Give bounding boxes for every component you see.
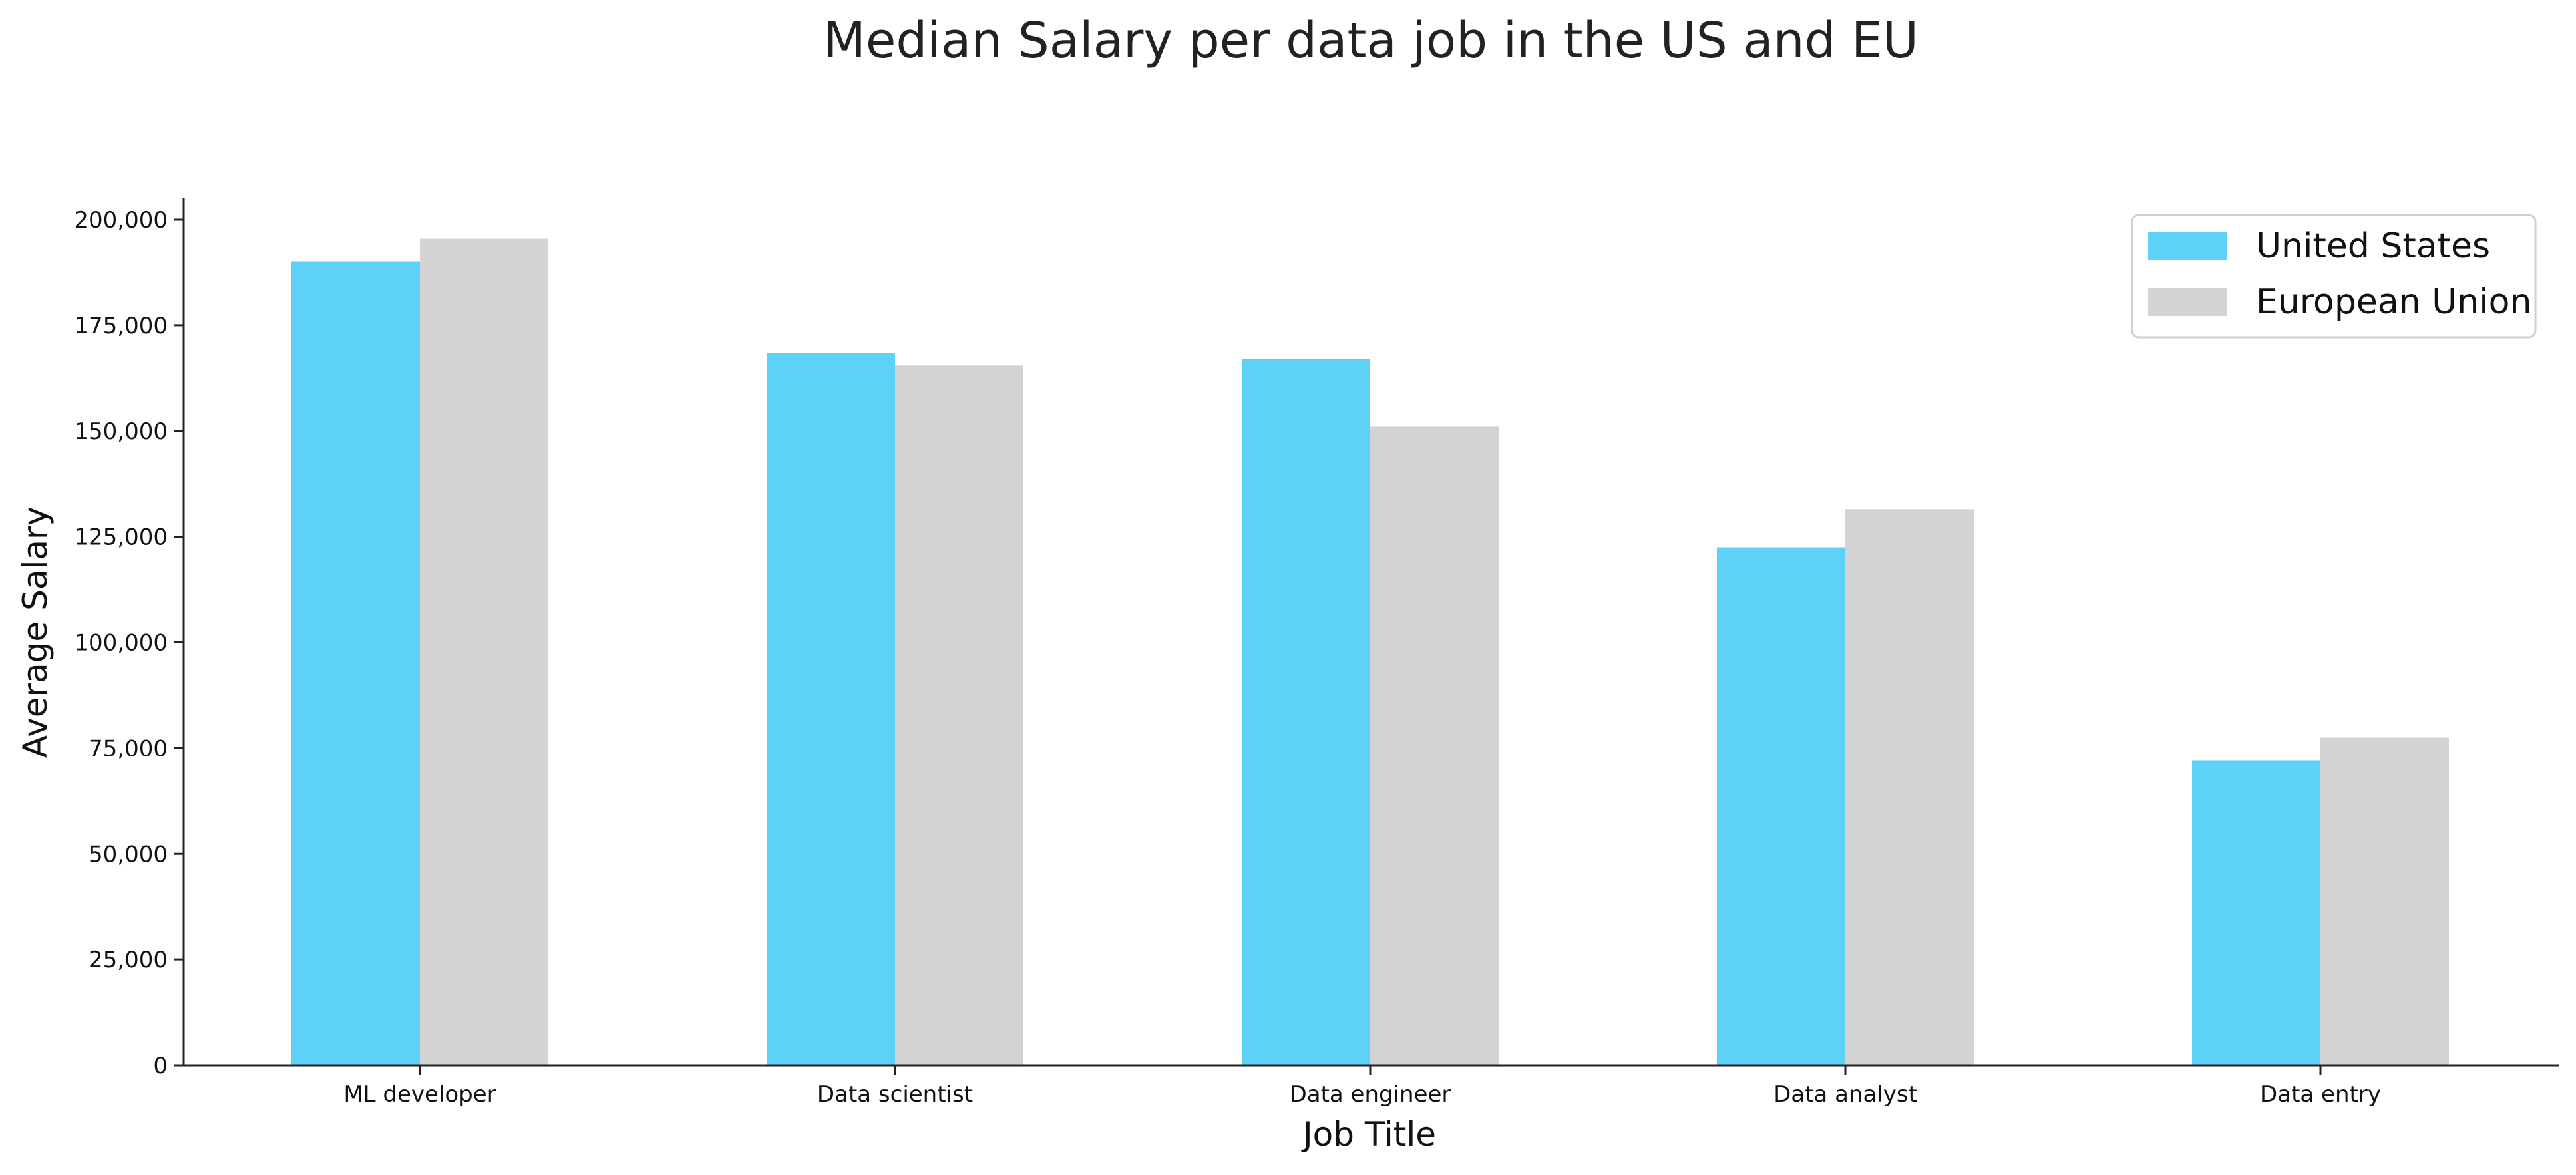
x-tick-label: Data analyst bbox=[1773, 1081, 1917, 1108]
y-tick-label: 0 bbox=[153, 1053, 168, 1079]
y-tick-label: 100,000 bbox=[74, 630, 168, 657]
y-tick-label: 75,000 bbox=[89, 735, 168, 762]
legend-frame bbox=[2131, 214, 2537, 339]
bar-european-union-2 bbox=[895, 365, 1023, 1065]
x-tick-label: Data engineer bbox=[1290, 1081, 1451, 1108]
chart-title: Median Salary per data job in the US and… bbox=[823, 12, 1919, 69]
y-tick-label: 125,000 bbox=[74, 524, 168, 551]
y-tick-label: 50,000 bbox=[89, 841, 168, 868]
x-tick-label: Data entry bbox=[2260, 1081, 2381, 1108]
y-axis-ticks: 0 25,000 50,000 75,000 100,000 125,000 150,000… bbox=[74, 207, 184, 1079]
bar-european-union-3 bbox=[1370, 426, 1499, 1065]
bars-layer bbox=[291, 238, 2449, 1065]
legend-swatch-european-union bbox=[2148, 288, 2227, 316]
legend-items: United States European Union bbox=[2148, 226, 2531, 322]
y-tick-label: 175,000 bbox=[74, 313, 168, 339]
bar-european-union-1 bbox=[420, 238, 548, 1065]
bar-united-states-3 bbox=[1242, 359, 1370, 1065]
y-tick-label: 25,000 bbox=[89, 947, 168, 973]
x-tick-label: ML developer bbox=[343, 1081, 496, 1108]
bar-european-union-5 bbox=[2320, 737, 2449, 1065]
y-tick-label: 150,000 bbox=[74, 419, 168, 445]
x-axis-label: Job Title bbox=[1301, 1115, 1436, 1154]
y-tick-label: 200,000 bbox=[74, 207, 168, 234]
bar-united-states-4 bbox=[1717, 547, 1845, 1065]
bar-european-union-4 bbox=[1845, 509, 1974, 1065]
legend-label: United States bbox=[2256, 226, 2490, 266]
legend: United States European Union bbox=[2131, 214, 2537, 339]
bar-united-states-1 bbox=[291, 261, 420, 1065]
bar-united-states-5 bbox=[2192, 760, 2320, 1065]
y-axis-label: Average Salary bbox=[16, 506, 55, 758]
x-tick-label: Data scientist bbox=[817, 1081, 973, 1108]
x-axis-ticks: ML developer Data scientist Data engineer D… bbox=[343, 1065, 2381, 1108]
bar-united-states-2 bbox=[767, 353, 895, 1065]
legend-label: European Union bbox=[2256, 282, 2531, 322]
legend-swatch-united-states bbox=[2148, 232, 2227, 260]
